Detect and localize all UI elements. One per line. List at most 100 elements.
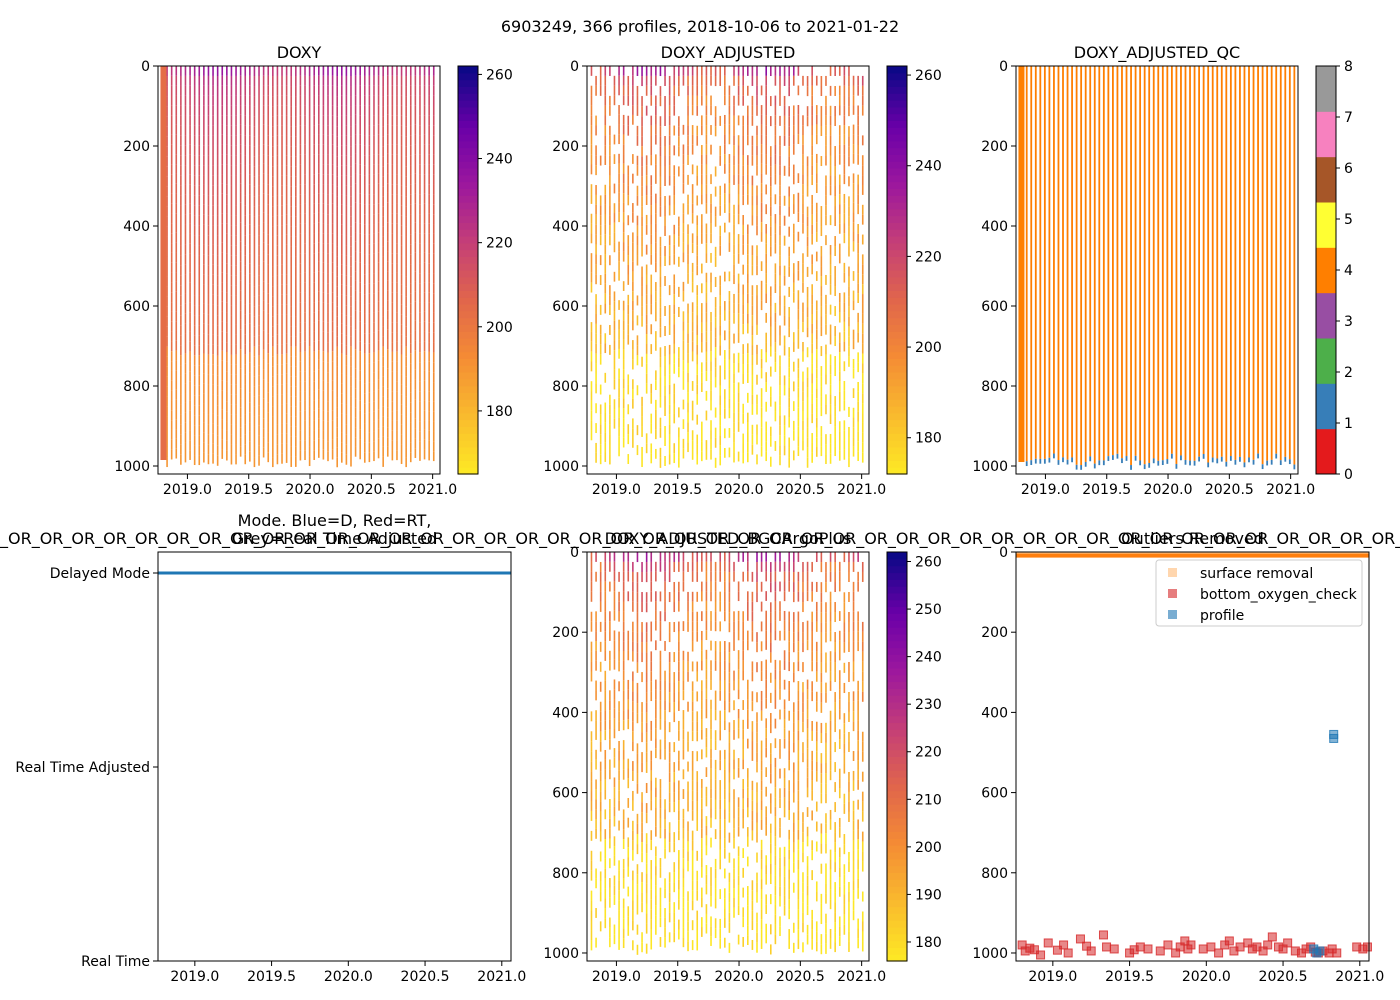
profile-segment	[595, 552, 597, 562]
profile-segment	[166, 316, 168, 327]
colorbar-segment	[887, 208, 907, 217]
profile-segment	[285, 304, 288, 315]
profile-segment	[632, 711, 634, 722]
profile-segment	[825, 205, 827, 216]
profile-segment	[258, 175, 260, 186]
profile-segment	[843, 144, 846, 155]
profile-segment	[166, 236, 168, 247]
profile-segment	[627, 709, 630, 720]
profile-segment	[189, 154, 191, 165]
profile-segment	[797, 134, 800, 145]
profile-segment	[285, 125, 288, 136]
profile-segment	[414, 379, 417, 390]
profile-segment	[710, 380, 712, 391]
profile-segment	[843, 134, 846, 145]
profile-segment	[170, 66, 173, 76]
profile-segment	[175, 232, 178, 243]
profile-segment	[627, 847, 630, 858]
profile-segment	[432, 125, 435, 136]
profile-segment	[747, 155, 749, 166]
profile-segment	[691, 213, 694, 224]
profile-segment	[701, 184, 703, 195]
profile-segment	[696, 135, 699, 146]
profile-segment	[852, 95, 855, 106]
profile-segment	[737, 253, 740, 264]
profile-segment	[857, 322, 859, 333]
profile-segment	[774, 95, 777, 106]
profile-segment	[363, 244, 366, 255]
profile-segment	[627, 837, 630, 848]
profile-segment	[645, 903, 648, 914]
profile-segment	[673, 85, 676, 96]
profile-segment	[655, 232, 657, 243]
profile-segment	[655, 429, 657, 440]
profile-segment	[792, 292, 795, 303]
profile-segment	[400, 274, 403, 285]
profile-segment	[290, 356, 293, 367]
profile-segment	[363, 323, 366, 334]
qc-profile	[1202, 66, 1205, 454]
profile-segment	[650, 790, 653, 801]
profile-segment	[432, 362, 435, 373]
profile-segment	[405, 116, 407, 127]
profile-segment	[710, 213, 712, 224]
profile-segment	[363, 294, 366, 305]
profile-segment	[599, 324, 602, 335]
x-tick-label: 2019.0	[1021, 482, 1070, 498]
profile-segment	[216, 335, 219, 346]
profile-segment	[632, 203, 634, 213]
profile-segment	[719, 385, 722, 396]
profile-segment	[239, 153, 242, 164]
qc-bottom-flag	[1225, 461, 1228, 467]
profile-segment	[331, 125, 334, 135]
profile-segment	[290, 186, 293, 197]
profile-segment	[756, 245, 758, 256]
profile-segment	[599, 781, 602, 792]
profile-segment	[838, 312, 841, 323]
profile-segment	[331, 213, 334, 224]
profile-segment	[599, 711, 602, 722]
qc-colorbar-segment	[1316, 428, 1336, 475]
profile-segment	[765, 312, 767, 323]
profile-segment	[825, 175, 827, 186]
profile-segment	[825, 95, 827, 106]
profile-segment	[857, 253, 859, 264]
profile-segment	[414, 438, 417, 449]
profile-segment	[627, 294, 630, 305]
profile-segment	[760, 388, 763, 398]
profile-segment	[409, 125, 412, 136]
qc-profile	[1252, 66, 1255, 460]
profile-segment	[783, 305, 786, 316]
profile-segment	[599, 721, 602, 732]
profile-segment	[327, 263, 329, 274]
profile-segment	[719, 445, 722, 456]
profile-segment	[377, 428, 380, 439]
profile-segment	[650, 621, 653, 632]
profile-segment	[737, 234, 740, 244]
profile-segment	[428, 430, 430, 441]
profile-segment	[221, 144, 224, 155]
profile-segment	[409, 382, 412, 393]
profile-segment	[423, 174, 426, 185]
profile-segment	[198, 395, 201, 406]
profile-segment	[705, 134, 708, 145]
profile-segment	[848, 346, 850, 357]
profile-segment	[632, 251, 634, 262]
profile-segment	[751, 325, 754, 336]
profile-segment	[331, 449, 334, 460]
profile-segment	[354, 398, 357, 408]
profile-segment	[733, 432, 735, 443]
profile-segment	[382, 96, 384, 107]
profile-segment	[848, 66, 850, 77]
profile-segment	[391, 213, 394, 224]
profile-segment	[618, 124, 620, 135]
profile-segment	[622, 591, 625, 602]
profile-segment	[609, 611, 611, 622]
profile-segment	[290, 446, 293, 457]
colorbar-segment	[458, 304, 478, 312]
profile-segment	[253, 316, 256, 327]
profile-segment	[428, 332, 430, 343]
profile-segment	[636, 225, 639, 236]
profile-segment	[774, 135, 777, 145]
qc-bottom-flag	[1112, 455, 1114, 460]
